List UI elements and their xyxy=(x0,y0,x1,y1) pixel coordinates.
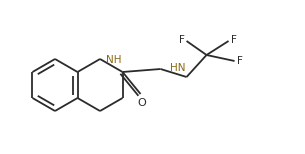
Text: F: F xyxy=(231,35,236,45)
Text: F: F xyxy=(237,56,242,66)
Text: NH: NH xyxy=(106,55,121,65)
Text: F: F xyxy=(179,35,185,45)
Text: O: O xyxy=(137,98,146,108)
Text: HN: HN xyxy=(170,63,185,73)
